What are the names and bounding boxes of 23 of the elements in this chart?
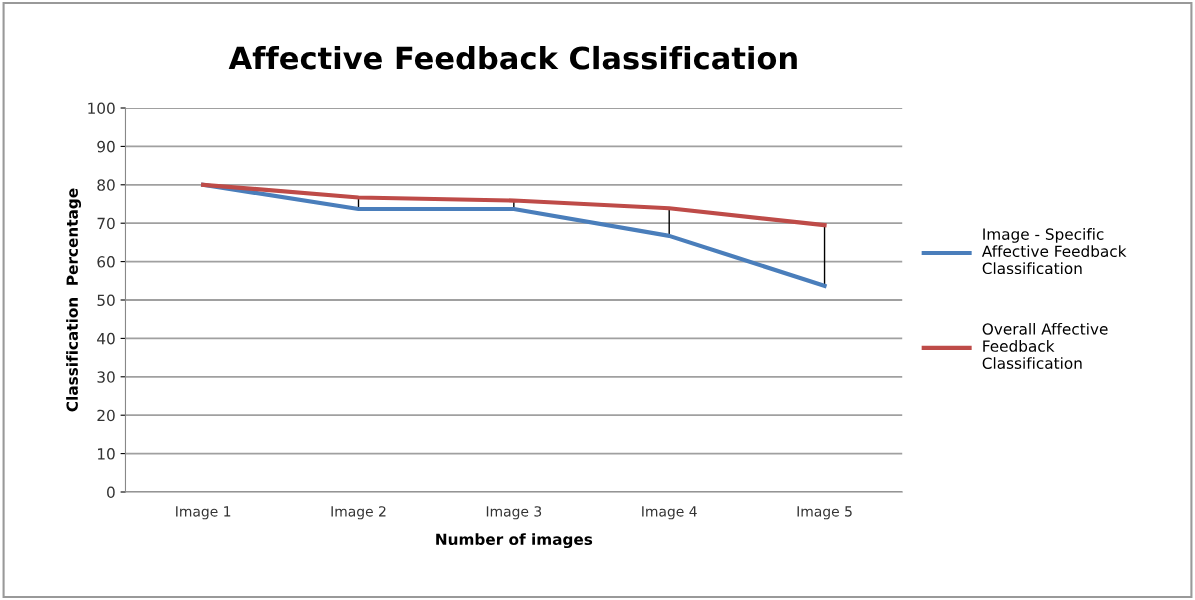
y-tick-label: 60 xyxy=(97,256,115,268)
legend-label: Overall Affective Feedback Classification xyxy=(982,322,1108,369)
line-series xyxy=(201,182,827,288)
y-tick-label: 40 xyxy=(97,332,115,345)
line-series xyxy=(201,182,827,228)
x-tick-label: Image 3 xyxy=(486,506,542,520)
x-axis-title: Number of images xyxy=(436,533,593,549)
x-tick-label: Image 5 xyxy=(797,506,852,520)
y-tick-label: 0 xyxy=(107,486,115,499)
y-tick-label: 90 xyxy=(97,140,115,153)
y-tick-label: 20 xyxy=(97,409,115,422)
y-tick-label: 10 xyxy=(97,448,115,460)
x-tick-label: Image 4 xyxy=(642,506,697,520)
chart-title: Affective Feedback Classification xyxy=(228,45,797,70)
y-tick-label: 50 xyxy=(97,294,115,307)
y-tick-label: 70 xyxy=(97,217,115,230)
y-tick-label: 80 xyxy=(97,179,115,191)
x-tick-label: Image 2 xyxy=(331,506,386,520)
y-tick-label: 100 xyxy=(88,102,115,115)
y-axis-title: Classification Percentage xyxy=(66,188,82,412)
y-tick-label: 30 xyxy=(97,371,115,383)
legend-label: Image - Specific Affective Feedback Classification xyxy=(981,228,1127,275)
x-tick-label: Image 1 xyxy=(176,506,231,520)
